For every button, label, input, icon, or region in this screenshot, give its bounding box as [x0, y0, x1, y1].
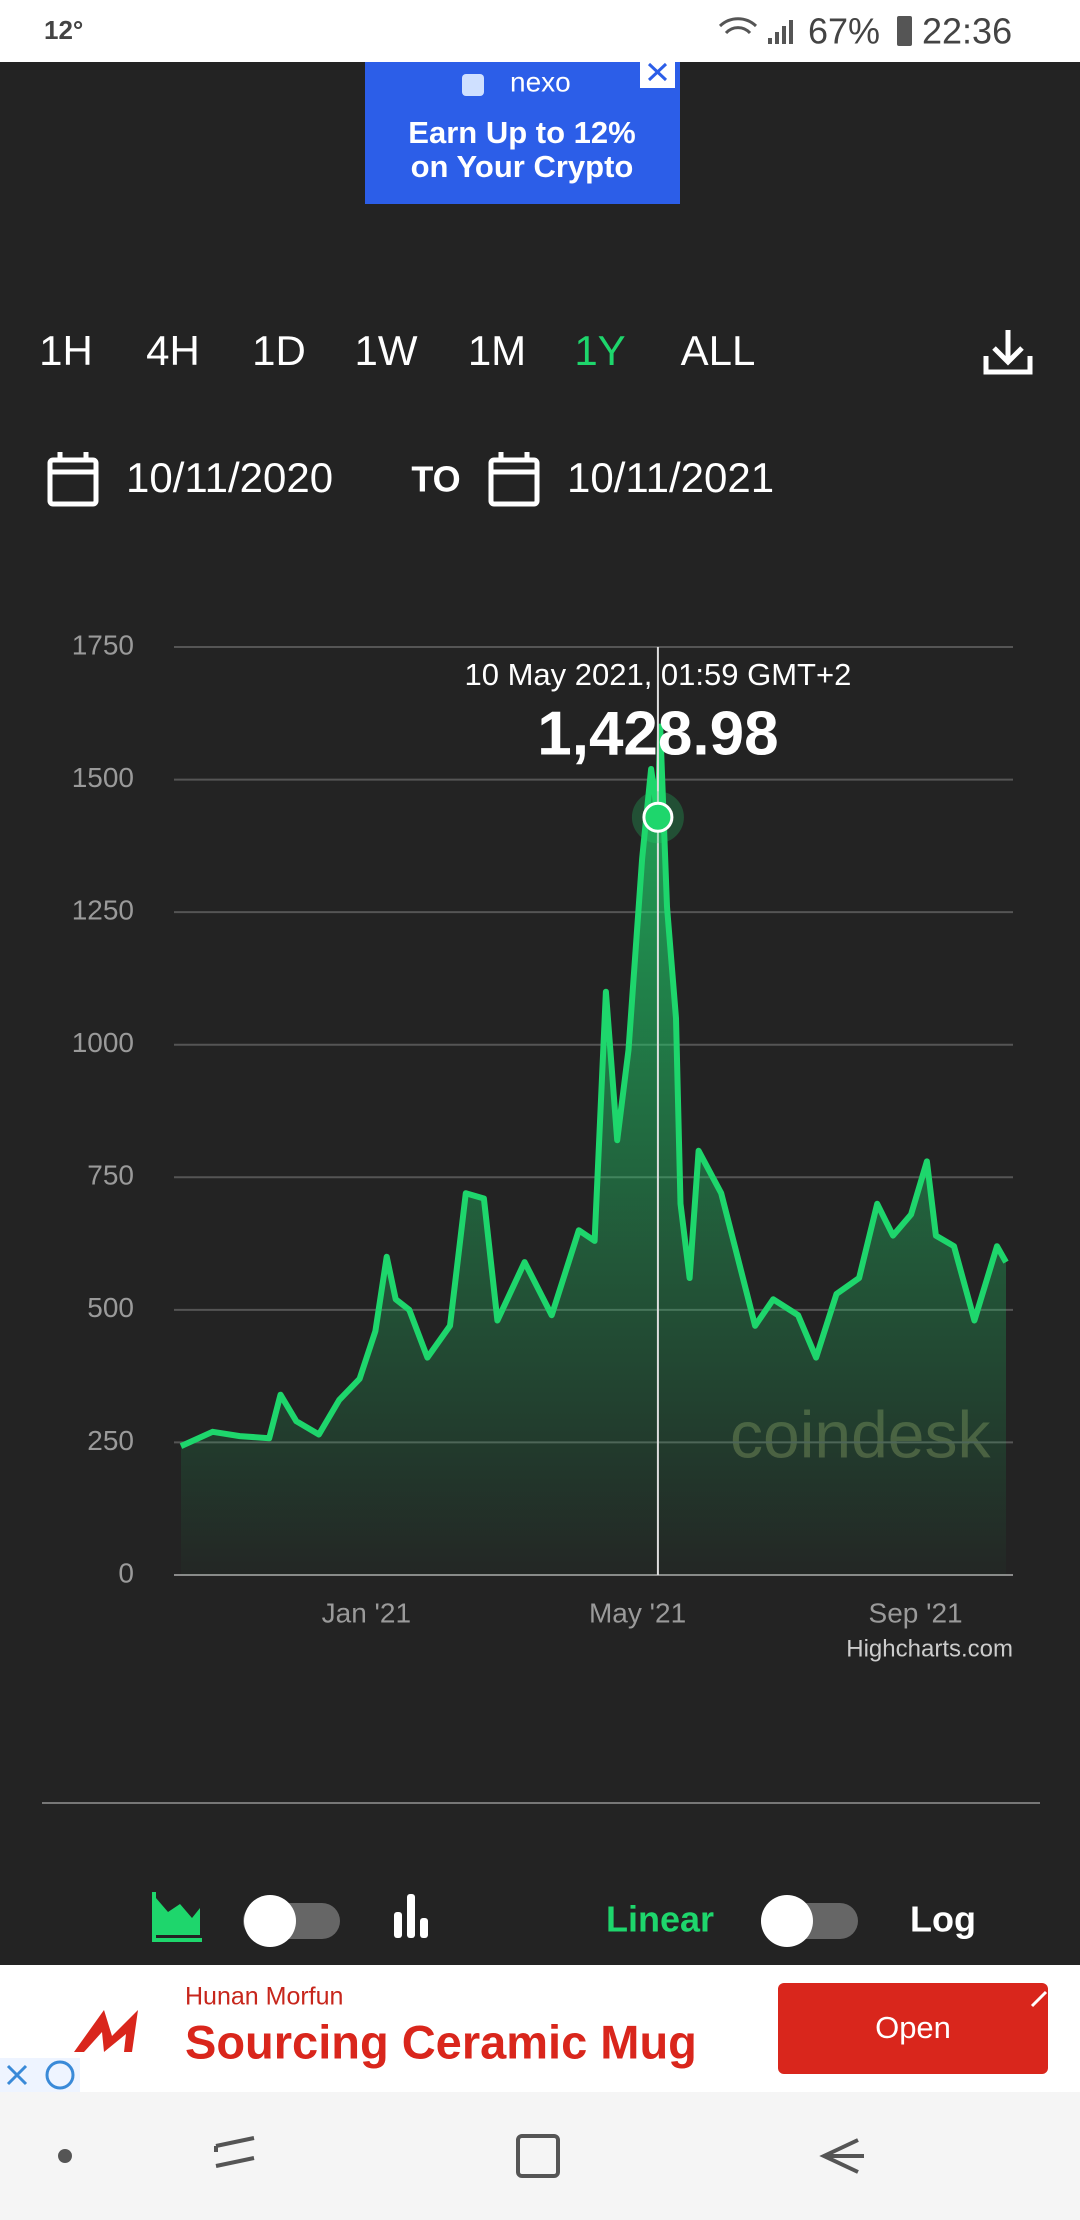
date-to-label: TO — [411, 459, 460, 500]
ad-advertiser: Hunan Morfun — [185, 1983, 343, 2011]
y-tick-label: 0 — [118, 1557, 134, 1588]
ad-button-label[interactable]: Open — [875, 2010, 951, 2045]
ad-logo — [462, 74, 484, 96]
y-tick-label: 1000 — [72, 1027, 134, 1058]
ad-line: Earn Up to 12% — [408, 115, 635, 150]
credits: Highcharts.com — [846, 1635, 1013, 1662]
y-tick-label: 750 — [87, 1160, 134, 1191]
date-to[interactable]: 10/11/2021 — [567, 454, 774, 501]
nav-home[interactable] — [516, 2134, 560, 2178]
y-tick-label: 250 — [87, 1425, 134, 1456]
nav-recents[interactable] — [214, 2136, 255, 2168]
calendar-icon[interactable] — [488, 452, 540, 507]
download-button[interactable] — [983, 330, 1033, 375]
log-label[interactable]: Log — [910, 1899, 976, 1940]
area-fill — [181, 726, 1006, 1575]
ad-brand: nexo — [510, 66, 571, 97]
y-tick-label: 1500 — [72, 762, 134, 793]
ad-info-icon — [45, 2060, 75, 2090]
clock: 22:36 — [922, 11, 1012, 52]
ad-logo — [74, 2010, 138, 2052]
marker — [642, 801, 674, 833]
y-tick-label: 1750 — [72, 629, 134, 660]
ad-close-icon — [6, 2064, 28, 2086]
top-ad[interactable] — [365, 62, 680, 204]
range-button[interactable]: 1M — [468, 327, 526, 374]
x-tick-label: May '21 — [589, 1597, 686, 1628]
y-tick-label: 500 — [87, 1292, 134, 1323]
temperature: 12° — [44, 15, 83, 45]
ad-line: on Your Crypto — [411, 149, 634, 184]
y-tick-label: 1250 — [72, 895, 134, 926]
toggle-knob — [244, 1895, 296, 1947]
range-button[interactable]: 4H — [146, 327, 200, 374]
battery-icon — [897, 16, 912, 46]
range-button[interactable]: 1Y — [574, 327, 625, 374]
calendar-icon[interactable] — [47, 452, 99, 507]
x-tick-label: Jan '21 — [322, 1597, 411, 1628]
nav-bar — [0, 2092, 1080, 2220]
nav-back[interactable] — [819, 2138, 864, 2174]
ad-arrow — [1030, 1990, 1048, 2008]
toggle-knob — [761, 1895, 813, 1947]
x-tick-label: Sep '21 — [869, 1597, 963, 1628]
ad-headline: Sourcing Ceramic Mug — [185, 2015, 697, 2068]
range-button[interactable]: 1D — [252, 327, 306, 374]
signal-icons — [718, 17, 793, 44]
ad-open-button[interactable] — [778, 1983, 1048, 2074]
price-line — [179, 723, 1009, 1449]
nav-dot[interactable] — [58, 2149, 72, 2163]
tooltip-value: 1,428.98 — [537, 699, 778, 768]
status-bar — [0, 0, 1080, 62]
date-from[interactable]: 10/11/2020 — [126, 454, 333, 501]
tooltip-date: 10 May 2021, 01:59 GMT+2 — [464, 657, 851, 692]
area-chart-button[interactable] — [152, 1892, 202, 1942]
battery-percent: 67% — [808, 11, 880, 52]
range-button[interactable]: 1H — [39, 327, 93, 374]
linear-label[interactable]: Linear — [606, 1899, 714, 1940]
range-button[interactable]: 1W — [355, 327, 418, 374]
ad-close-icon — [647, 62, 668, 82]
bar-chart-button[interactable] — [394, 1894, 428, 1938]
range-button[interactable]: ALL — [681, 327, 756, 374]
